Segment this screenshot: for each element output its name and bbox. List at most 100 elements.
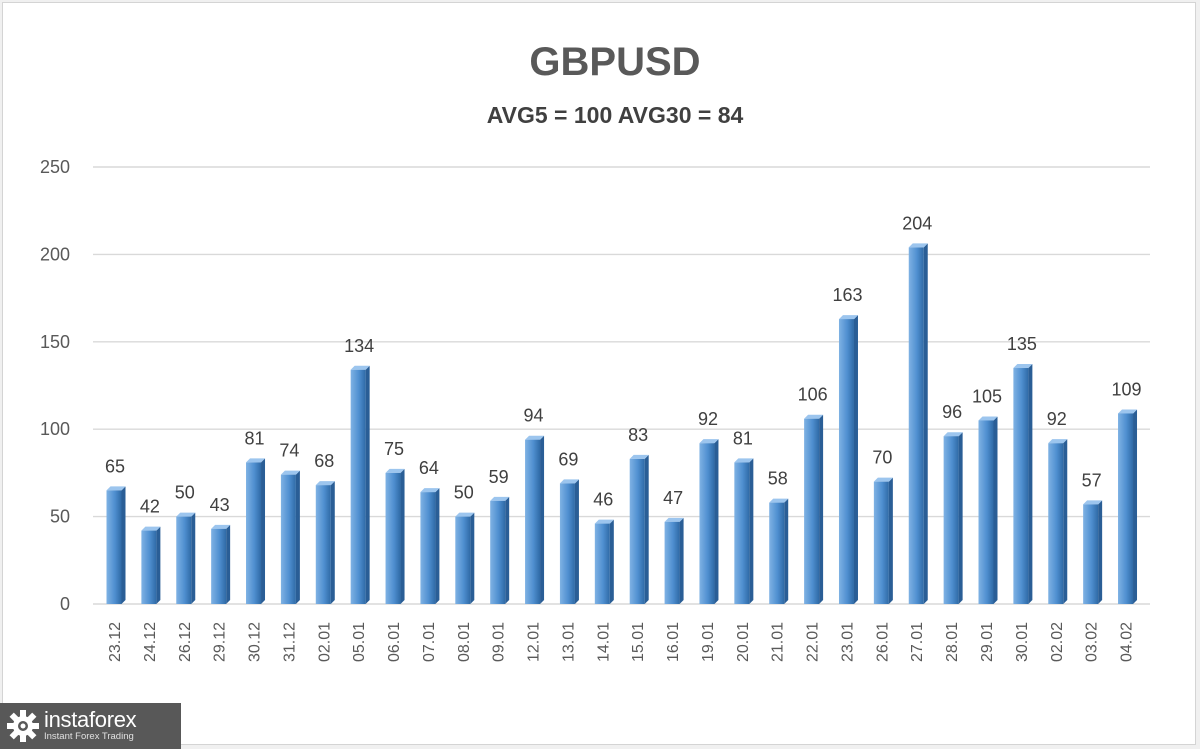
bar bbox=[1083, 500, 1103, 604]
y-tick-label: 50 bbox=[50, 507, 70, 527]
bar bbox=[1048, 439, 1068, 604]
data-label: 94 bbox=[524, 406, 544, 426]
bar bbox=[943, 432, 963, 604]
data-label: 42 bbox=[140, 497, 160, 517]
data-label: 65 bbox=[105, 456, 125, 476]
bar bbox=[1118, 409, 1138, 604]
y-tick-label: 200 bbox=[40, 244, 70, 264]
bar bbox=[280, 470, 300, 604]
bar bbox=[873, 477, 893, 604]
x-axis-ticks: 23.12 24.12 26.12 29.12 30.12 31.12 02.01 05.01… bbox=[107, 622, 1136, 662]
data-label: 134 bbox=[344, 336, 374, 356]
x-tick-label: 09.01 bbox=[491, 622, 508, 662]
data-label: 81 bbox=[245, 428, 265, 448]
data-label: 58 bbox=[768, 469, 788, 489]
data-label: 81 bbox=[733, 428, 753, 448]
data-label: 47 bbox=[663, 488, 683, 508]
x-tick-label: 02.02 bbox=[1049, 622, 1066, 662]
logo-name: instaforex bbox=[44, 707, 137, 732]
x-tick-label: 08.01 bbox=[456, 622, 473, 662]
x-tick-label: 02.01 bbox=[316, 622, 333, 662]
bar bbox=[350, 365, 370, 604]
gear-icon bbox=[7, 710, 39, 742]
x-tick-label: 26.12 bbox=[177, 622, 194, 662]
x-tick-label: 03.02 bbox=[1084, 622, 1101, 662]
bars bbox=[106, 243, 1138, 604]
bar bbox=[385, 468, 405, 604]
data-labels: 65 42 50 43 81 74 68 134 75 64 50 59 94 69 46 83 47 92 81 5… bbox=[105, 213, 1142, 516]
x-tick-label: 31.12 bbox=[281, 622, 298, 662]
bar bbox=[420, 488, 440, 604]
instaforex-logo: instaforex Instant Forex Trading bbox=[0, 703, 181, 749]
data-label: 46 bbox=[593, 490, 613, 510]
bar bbox=[804, 414, 824, 604]
x-tick-label: 15.01 bbox=[630, 622, 647, 662]
data-label: 68 bbox=[314, 451, 334, 471]
bar bbox=[176, 512, 196, 604]
bar bbox=[978, 416, 998, 604]
y-tick-label: 150 bbox=[40, 332, 70, 352]
x-tick-label: 20.01 bbox=[735, 622, 752, 662]
x-tick-label: 19.01 bbox=[700, 622, 717, 662]
x-tick-label: 07.01 bbox=[421, 622, 438, 662]
x-tick-label: 28.01 bbox=[944, 622, 961, 662]
y-tick-label: 250 bbox=[40, 157, 70, 177]
data-label: 92 bbox=[1047, 409, 1067, 429]
data-label: 50 bbox=[175, 483, 195, 503]
data-label: 64 bbox=[419, 458, 439, 478]
x-tick-label: 29.12 bbox=[212, 622, 229, 662]
data-label: 135 bbox=[1007, 334, 1037, 354]
data-label: 74 bbox=[279, 441, 299, 461]
bar bbox=[211, 524, 231, 604]
bar bbox=[734, 458, 754, 604]
data-label: 109 bbox=[1111, 379, 1141, 399]
x-tick-label: 27.01 bbox=[909, 622, 926, 662]
bar bbox=[141, 526, 161, 604]
data-label: 106 bbox=[798, 385, 828, 405]
x-tick-label: 14.01 bbox=[595, 622, 612, 662]
bar bbox=[838, 315, 858, 604]
x-tick-label: 05.01 bbox=[351, 622, 368, 662]
bar bbox=[315, 481, 335, 604]
x-tick-label: 30.12 bbox=[247, 622, 264, 662]
bar bbox=[490, 496, 510, 604]
chart-title: GBPUSD bbox=[529, 40, 701, 84]
data-label: 57 bbox=[1082, 470, 1102, 490]
bar bbox=[699, 439, 719, 604]
x-tick-label: 26.01 bbox=[874, 622, 891, 662]
chart-subtitle: AVG5 = 100 AVG30 = 84 bbox=[486, 102, 744, 128]
data-label: 69 bbox=[558, 449, 578, 469]
bar bbox=[629, 454, 649, 604]
data-label: 70 bbox=[872, 448, 892, 468]
x-tick-label: 24.12 bbox=[142, 622, 159, 662]
data-label: 92 bbox=[698, 409, 718, 429]
data-label: 43 bbox=[210, 495, 230, 515]
bar bbox=[769, 498, 789, 604]
data-label: 75 bbox=[384, 439, 404, 459]
x-tick-label: 22.01 bbox=[805, 622, 822, 662]
y-axis-ticks: 0 50 100 150 200 250 bbox=[40, 157, 70, 614]
x-tick-label: 12.01 bbox=[526, 622, 543, 662]
data-label: 96 bbox=[942, 402, 962, 422]
data-label: 83 bbox=[628, 425, 648, 445]
y-tick-label: 0 bbox=[60, 594, 70, 614]
x-tick-label: 30.01 bbox=[1014, 622, 1031, 662]
bar bbox=[525, 435, 545, 604]
bar bbox=[106, 486, 126, 604]
bar bbox=[1013, 364, 1033, 604]
bar bbox=[664, 517, 684, 604]
data-label: 204 bbox=[902, 213, 932, 233]
bar bbox=[246, 458, 266, 604]
gridlines bbox=[93, 166, 1150, 605]
x-tick-label: 23.12 bbox=[107, 622, 124, 662]
x-tick-label: 21.01 bbox=[770, 622, 787, 662]
x-tick-label: 04.02 bbox=[1119, 622, 1136, 662]
data-label: 163 bbox=[832, 285, 862, 305]
x-tick-label: 13.01 bbox=[560, 622, 577, 662]
data-label: 50 bbox=[454, 483, 474, 503]
x-tick-label: 16.01 bbox=[665, 622, 682, 662]
x-tick-label: 06.01 bbox=[386, 622, 403, 662]
data-label: 105 bbox=[972, 386, 1002, 406]
